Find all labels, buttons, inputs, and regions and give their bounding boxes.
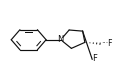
Text: ···F: ···F (100, 39, 112, 48)
Text: N: N (57, 35, 63, 44)
Text: F: F (91, 54, 96, 63)
